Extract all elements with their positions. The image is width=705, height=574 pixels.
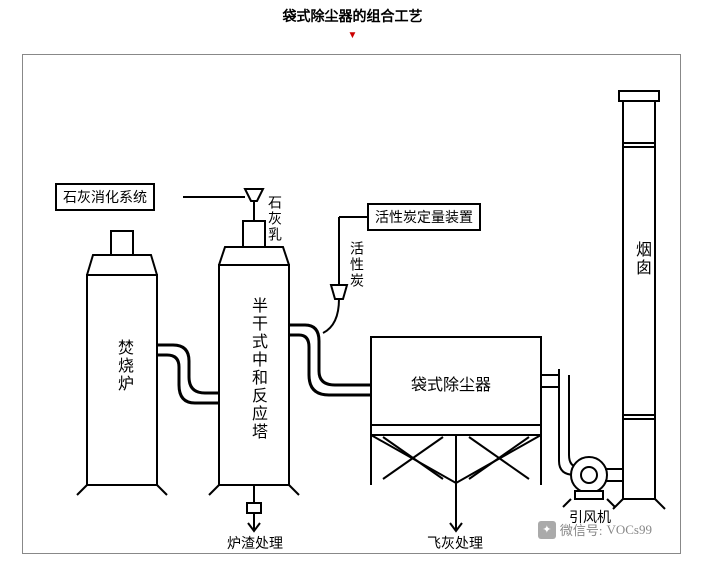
triangle-marker: ▼	[0, 30, 705, 41]
lime-milk-label: 石灰乳	[263, 195, 283, 243]
chimney-label: 烟囱	[629, 241, 653, 277]
reactor-label: 半干式中和反应塔	[245, 297, 269, 441]
watermark-id: VOCs99	[606, 522, 652, 538]
incinerator-label: 焚烧炉	[111, 339, 135, 393]
carbon-device-box: 活性炭定量装置	[367, 203, 481, 231]
watermark-prefix: 微信号:	[560, 520, 603, 539]
wechat-icon: ✦	[538, 521, 556, 539]
flyash-label: 飞灰处理	[427, 533, 483, 553]
watermark: ✦ 微信号: VOCs99	[538, 520, 652, 539]
baghouse-label: 袋式除尘器	[411, 371, 491, 395]
page-title: 袋式除尘器的组合工艺	[0, 0, 705, 26]
diagram-frame: 石灰消化系统 活性炭定量装置 焚烧炉 半干式中和反应塔 烟囱 石灰乳 活性炭 袋…	[22, 54, 681, 554]
diagram-svg	[23, 55, 680, 553]
slag-label: 炉渣处理	[227, 533, 283, 553]
carbon-label: 活性炭	[345, 241, 365, 289]
lime-system-box: 石灰消化系统	[55, 183, 155, 211]
